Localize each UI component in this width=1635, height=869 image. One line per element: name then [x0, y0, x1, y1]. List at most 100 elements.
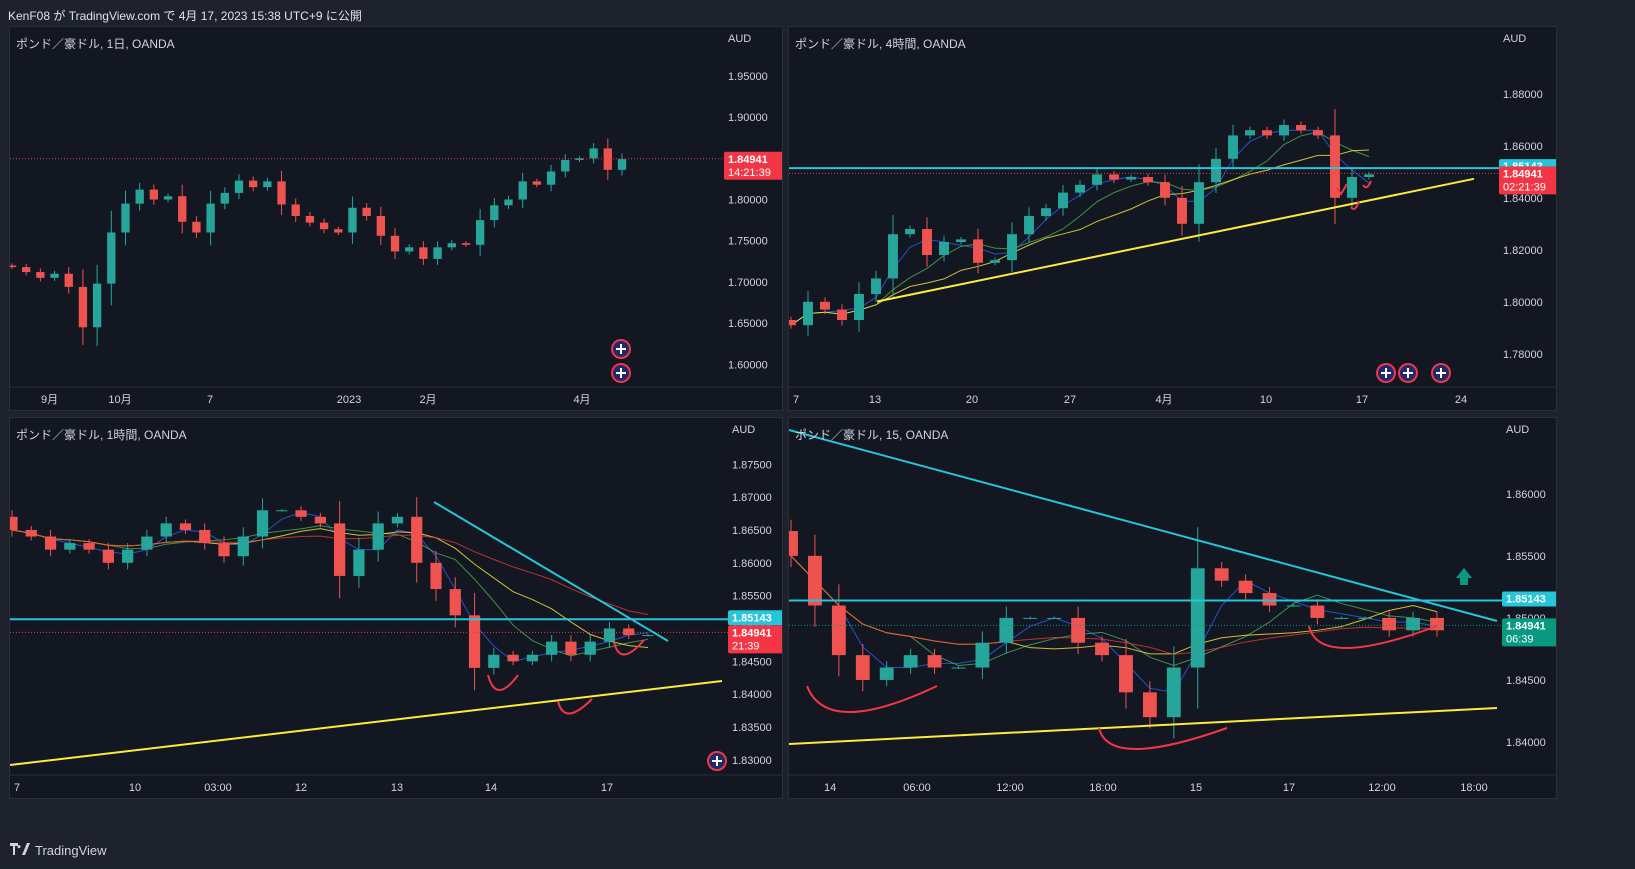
chart-panel-4h[interactable]: ポンド／豪ドル, 4時間, OANDA AUD 1.88000 1.86000 1.…	[788, 26, 1557, 411]
candle-body	[319, 222, 329, 230]
candle-body	[372, 523, 384, 550]
time-tick-label: 17	[601, 782, 613, 794]
price-tick-label: 1.85500	[1506, 551, 1546, 563]
moving-average-line	[790, 555, 1438, 655]
candle-body	[107, 232, 116, 284]
candle-body	[603, 628, 616, 642]
price-badge-countdown: 06:39	[1506, 633, 1534, 645]
candle-body	[1143, 177, 1153, 183]
candle-body	[546, 171, 556, 185]
currency-label: AUD	[1506, 424, 1530, 436]
candle-body	[1211, 158, 1221, 183]
time-tick-label: 17	[1356, 394, 1368, 406]
candle-body	[1126, 177, 1136, 180]
chart-canvas[interactable]: 1.950001.900001.850001.800001.750001.700…	[10, 27, 783, 411]
candle-body	[1095, 642, 1109, 656]
flag-cross	[616, 344, 626, 354]
time-tick-label: 9月	[41, 394, 58, 406]
candle-body	[433, 247, 442, 259]
time-tick-label: 2023	[337, 394, 361, 406]
candle-body	[642, 635, 654, 637]
hand-drawn-curve	[806, 685, 938, 713]
time-tick-label: 14	[485, 782, 497, 794]
candle-body	[504, 199, 513, 206]
candle-body	[565, 641, 577, 655]
footer-brand: TradingView	[35, 843, 107, 858]
chart-canvas[interactable]: 1.860001.855001.850001.845001.840001406:…	[789, 418, 1557, 799]
price-tick-label: 1.86500	[732, 525, 772, 537]
price-tick-label: 1.80000	[728, 195, 768, 207]
candle-body	[888, 234, 898, 279]
candle-body	[1190, 568, 1205, 668]
flag-cross	[1381, 368, 1391, 378]
candle-body	[1119, 655, 1133, 693]
candle-body	[1023, 617, 1038, 619]
candle-body	[256, 510, 269, 537]
moving-average-line	[11, 529, 649, 616]
flag-au-icon	[707, 751, 727, 771]
price-tick-label: 1.84500	[1506, 675, 1546, 687]
price-tick-label: 1.84000	[1503, 193, 1543, 205]
candle-body	[314, 516, 326, 524]
flag-cross	[1436, 368, 1446, 378]
candle-body	[1092, 174, 1102, 185]
candle-body	[149, 189, 159, 200]
candle-body	[939, 242, 949, 255]
panel-title: ポンド／豪ドル, 1日, OANDA	[16, 37, 175, 51]
price-tick-label: 1.84000	[1506, 737, 1546, 749]
price-badge	[1502, 591, 1556, 607]
time-tick-label: 27	[1064, 394, 1076, 406]
candle-body	[353, 549, 365, 576]
moving-average-line	[790, 555, 1438, 655]
candle-body	[22, 267, 31, 273]
price-tick-label: 1.90000	[728, 112, 768, 124]
price-badge-value: 1.85143	[1506, 594, 1546, 606]
moving-average-line	[11, 511, 649, 662]
chart-panel-15m[interactable]: ポンド／豪ドル, 15, OANDA AUD 1.86000 1.85500 1.8…	[788, 417, 1557, 799]
candle-body	[546, 641, 558, 655]
time-tick-label: 12	[295, 782, 307, 794]
chart-panel-1h[interactable]: ポンド／豪ドル, 1時間, OANDA AUD 1.87500 1.87000 1.…	[9, 417, 783, 799]
time-tick-label: 15	[1190, 782, 1202, 794]
time-tick-label: 10	[1260, 394, 1272, 406]
time-tick-label: 7	[14, 782, 20, 794]
candle-body	[1058, 192, 1068, 209]
currency-label: AUD	[728, 33, 752, 45]
panel-title: ポンド／豪ドル, 4時間, OANDA	[795, 37, 966, 51]
candle-body	[490, 205, 499, 221]
time-tick-label: 24	[1455, 394, 1467, 406]
chart-canvas[interactable]: 1.88000 1.86000 1.84000 1.82000 1.80000 1.780…	[789, 27, 1557, 411]
time-tick-label: 2月	[419, 394, 436, 406]
price-badge	[1499, 166, 1556, 195]
price-tick-label: 1.80000	[1503, 297, 1543, 309]
candle-body	[1358, 617, 1373, 619]
price-badge-countdown: 14:21:39	[728, 167, 771, 179]
price-tick-label: 1.86000	[1503, 141, 1543, 153]
candle-body	[305, 216, 315, 223]
chart-panel-daily[interactable]: ポンド／豪ドル, 1日, OANDA AUD 1.95000 1.90000 1.8…	[9, 26, 783, 411]
candle-body	[1166, 667, 1181, 718]
price-badge	[724, 151, 782, 180]
candle-body	[1071, 617, 1086, 643]
time-tick-label: 7	[793, 394, 799, 406]
candle-body	[1406, 617, 1420, 631]
chart-canvas[interactable]: 1.875001.870001.865001.860001.855001.850…	[10, 418, 783, 799]
candle-body	[206, 203, 215, 233]
candle-body	[263, 181, 272, 188]
flag-au-icon	[1376, 363, 1396, 383]
candle-body	[64, 273, 73, 287]
candle-body	[178, 196, 187, 222]
flag-cross	[1403, 368, 1413, 378]
candle-body	[141, 536, 153, 550]
candle-body	[291, 204, 300, 216]
time-tick-label: 12:00	[1368, 782, 1396, 794]
candle-body	[121, 203, 130, 233]
candle-body	[1142, 692, 1157, 718]
candle-body	[50, 273, 59, 278]
candle-body	[411, 516, 423, 563]
candle-body	[277, 181, 286, 205]
candle-body	[1228, 135, 1238, 159]
time-tick-label: 14	[824, 782, 836, 794]
support-trendline	[876, 177, 1475, 303]
flag-uk-icon	[1398, 363, 1418, 383]
